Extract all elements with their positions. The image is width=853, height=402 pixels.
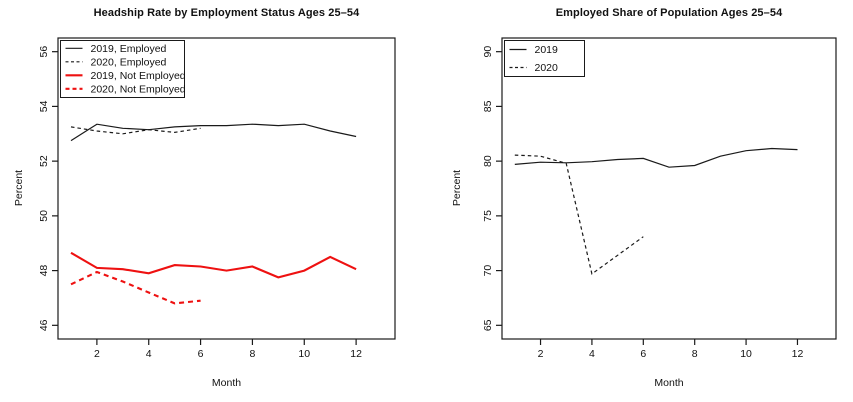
x-tick-label: 2: [538, 348, 544, 360]
y-tick-label: 56: [38, 46, 50, 58]
y-tick-label: 46: [38, 319, 50, 331]
plot-border: [501, 37, 837, 340]
x-tick-label: 8: [250, 348, 256, 360]
right-chart-plot-area: 65 70 75 80 85 90 2 4 6 8 10 12 2019 2020: [482, 37, 837, 360]
x-tick-label: 2: [94, 348, 100, 360]
y-tick-label: 80: [482, 155, 494, 167]
x-tick-label: 12: [350, 348, 362, 360]
y-tick-label: 75: [482, 210, 494, 222]
right-chart-x-axis-label: Month: [654, 377, 684, 389]
legend-box: [504, 40, 585, 77]
legend-label: 2020: [535, 62, 559, 74]
y-tick-label: 90: [482, 46, 494, 58]
x-axis-ticks: 2 4 6 8 10 12: [538, 339, 804, 360]
x-tick-label: 10: [740, 348, 752, 360]
y-tick-label: 70: [482, 265, 494, 277]
series-line-2019-employed: [70, 123, 357, 142]
legend-label: 2020, Employed: [91, 56, 167, 68]
x-tick-label: 6: [198, 348, 204, 360]
y-axis-ticks: 46 48 50 52 54 56: [38, 46, 58, 331]
x-axis-ticks: 2 4 6 8 10 12: [94, 339, 362, 360]
x-tick-label: 8: [692, 348, 698, 360]
y-tick-label: 48: [38, 265, 50, 277]
series-line-2020-employed: [70, 126, 201, 135]
y-tick-label: 54: [38, 100, 50, 112]
y-tick-label: 65: [482, 319, 494, 331]
series-line-2019-not-employed: [70, 251, 357, 279]
series-line-2019: [514, 147, 798, 168]
x-tick-label: 12: [792, 348, 804, 360]
legend-label: 2019, Not Employed: [91, 70, 186, 82]
plot-border: [57, 37, 396, 340]
x-tick-label: 10: [298, 348, 310, 360]
legend-label: 2019: [535, 44, 559, 56]
y-tick-label: 85: [482, 100, 494, 112]
legend-label: 2020, Not Employed: [91, 83, 186, 95]
left-chart-panel: Headship Rate by Employment Status Ages …: [13, 7, 396, 389]
right-chart-title: Employed Share of Population Ages 25–54: [555, 7, 783, 19]
y-tick-label: 52: [38, 155, 50, 167]
series-line-2020: [514, 154, 644, 275]
legend: 2019 2020: [504, 40, 585, 77]
left-chart-title: Headship Rate by Employment Status Ages …: [93, 7, 360, 19]
series-line-2020-not-employed: [70, 270, 201, 305]
x-tick-label: 4: [146, 348, 152, 360]
x-tick-label: 6: [640, 348, 646, 360]
right-chart-panel: Employed Share of Population Ages 25–54 …: [427, 0, 853, 402]
y-axis-ticks: 65 70 75 80 85 90: [482, 46, 502, 331]
x-tick-label: 4: [589, 348, 595, 360]
left-chart-x-axis-label: Month: [211, 377, 242, 389]
legend-label: 2019, Employed: [91, 43, 167, 55]
y-tick-label: 50: [38, 210, 50, 222]
